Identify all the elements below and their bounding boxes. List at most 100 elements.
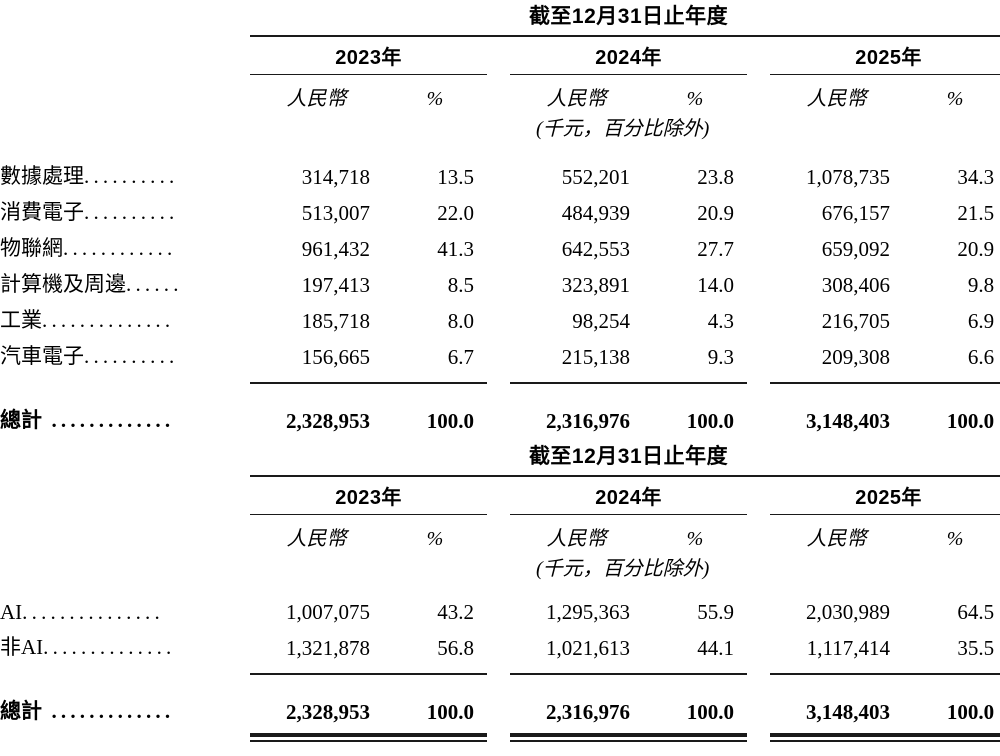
year-gap-2	[747, 37, 770, 75]
dot-leader: ..........	[84, 200, 179, 224]
percent-2023: 41.3	[437, 237, 474, 261]
table-row: 物聯網............ 961,432 41.3 642,553 27.7 659…	[0, 229, 1000, 265]
column-gap	[747, 337, 770, 373]
amount-2025: 659,092	[821, 237, 890, 261]
column-gap	[487, 229, 510, 265]
amount-2024: 98,254	[572, 309, 630, 333]
double-rule-label-spacer	[0, 728, 250, 742]
column-gap	[747, 301, 770, 337]
subtotal-rule-segment	[643, 664, 747, 675]
table-row: 數據處理.......... 314,718 13.5 552,201 23.8 1,07…	[0, 157, 1000, 193]
rule-label-spacer	[0, 664, 250, 674]
header-unit-row: 人民幣 % 人民幣 % 人民幣 %	[0, 75, 1000, 112]
amount-2023: 197,413	[301, 273, 370, 297]
row-label-text: AI	[0, 600, 23, 624]
table-row: 工業.............. 185,718 8.0 98,254 4.3 216,7…	[0, 301, 1000, 337]
column-gap	[747, 157, 770, 193]
unit-row-spacer	[0, 75, 250, 112]
percent-2025: 9.8	[967, 273, 995, 297]
col-header-pct-2024: %	[686, 88, 704, 110]
col-header-pct-2023-b: %	[426, 528, 444, 550]
dot-leader: .............	[42, 699, 175, 723]
year-row-spacer-2	[0, 477, 250, 515]
subtotal-rule-row	[0, 373, 1000, 384]
percent-2025: 6.6	[967, 345, 995, 369]
unit-gap-2b	[747, 515, 770, 552]
total-amount-2023: 2,328,953	[286, 409, 370, 433]
column-gap	[487, 628, 510, 664]
row-label: 消費電子..........	[0, 193, 250, 229]
row-label: 非AI..............	[0, 628, 250, 664]
percent-2023: 13.5	[437, 165, 474, 189]
percent-2023: 8.5	[447, 273, 474, 297]
amount-2024: 642,553	[561, 237, 630, 261]
year-header-2023: 2023年	[250, 37, 487, 75]
row-label-text: 非AI	[0, 635, 44, 659]
amount-2025: 2,030,989	[806, 600, 890, 624]
total-row: 總計 ............. 2,328,953 100.0 2,316,976 1…	[0, 400, 1000, 437]
column-gap	[487, 373, 510, 383]
header-span-row: 截至12月31日止年度	[0, 0, 1000, 36]
column-gap	[747, 664, 770, 674]
column-gap	[487, 337, 510, 373]
amount-2024: 1,295,363	[546, 600, 630, 624]
double-rule-segment	[770, 728, 903, 742]
amount-2024: 484,939	[561, 201, 630, 225]
amount-2025: 209,308	[821, 345, 890, 369]
double-rule-segment	[643, 728, 747, 742]
double-rule-segment	[510, 728, 643, 742]
year-header-2024: 2024年	[510, 37, 747, 75]
subtotal-rule-segment	[383, 373, 487, 384]
unit-gap-2	[747, 75, 770, 112]
amount-2023: 156,665	[301, 345, 370, 369]
total-label: 總計 .............	[0, 400, 250, 437]
rule-thick	[903, 733, 1000, 737]
total-label: 總計 .............	[0, 691, 250, 728]
column-gap	[487, 193, 510, 229]
year-header-2025: 2025年	[770, 37, 1000, 75]
unit-gap-1b	[487, 515, 510, 552]
total-label-text: 總計	[0, 699, 42, 723]
row-label: 計算機及周邊......	[0, 265, 250, 301]
dot-leader: .............	[42, 408, 175, 432]
percent-2024: 4.3	[707, 309, 734, 333]
header-unit-note-row-2: (千元，百分比除外)	[0, 551, 1000, 581]
row-label-text: 工業	[0, 308, 42, 332]
percent-2024: 27.7	[697, 237, 734, 261]
gap	[0, 141, 1000, 157]
dot-leader: ..............	[43, 635, 176, 659]
col-header-rmb-2023: 人民幣	[286, 88, 347, 110]
row-label-text: 數據處理	[0, 164, 84, 188]
header-corner-2	[0, 440, 250, 476]
header-span-row-2: 截至12月31日止年度	[0, 440, 1000, 476]
subtotal-rule-segment	[643, 373, 747, 384]
row-label-text: 汽車電子	[0, 344, 84, 368]
col-header-pct-2025: %	[946, 88, 964, 110]
column-gap	[747, 193, 770, 229]
table-row: 計算機及周邊...... 197,413 8.5 323,891 14.0 308,406…	[0, 265, 1000, 301]
column-gap	[747, 229, 770, 265]
dot-leader: ..........	[84, 344, 179, 368]
period-title-2: 截至12月31日止年度	[528, 445, 729, 468]
percent-2025: 20.9	[957, 237, 995, 261]
col-header-rmb-2025: 人民幣	[806, 88, 867, 110]
column-gap	[747, 400, 770, 437]
column-gap	[487, 157, 510, 193]
col-header-rmb-2024: 人民幣	[546, 88, 607, 110]
subtotal-rule-row	[0, 664, 1000, 675]
subtotal-rule-segment	[903, 373, 1000, 384]
col-header-pct-2025-b: %	[946, 528, 964, 550]
amount-2025: 676,157	[821, 201, 890, 225]
percent-2024: 44.1	[697, 636, 734, 660]
percent-2023: 8.0	[447, 309, 474, 333]
header-unit-note-row: (千元，百分比除外)	[0, 111, 1000, 141]
double-rule-segment	[383, 728, 487, 742]
amount-2025: 308,406	[821, 273, 890, 297]
amount-2023: 1,321,878	[286, 636, 370, 660]
dot-leader: ..............	[42, 308, 175, 332]
rule-thick	[383, 733, 487, 737]
column-gap	[487, 597, 510, 628]
year-header-2023-b: 2023年	[250, 477, 487, 515]
column-gap	[747, 373, 770, 383]
